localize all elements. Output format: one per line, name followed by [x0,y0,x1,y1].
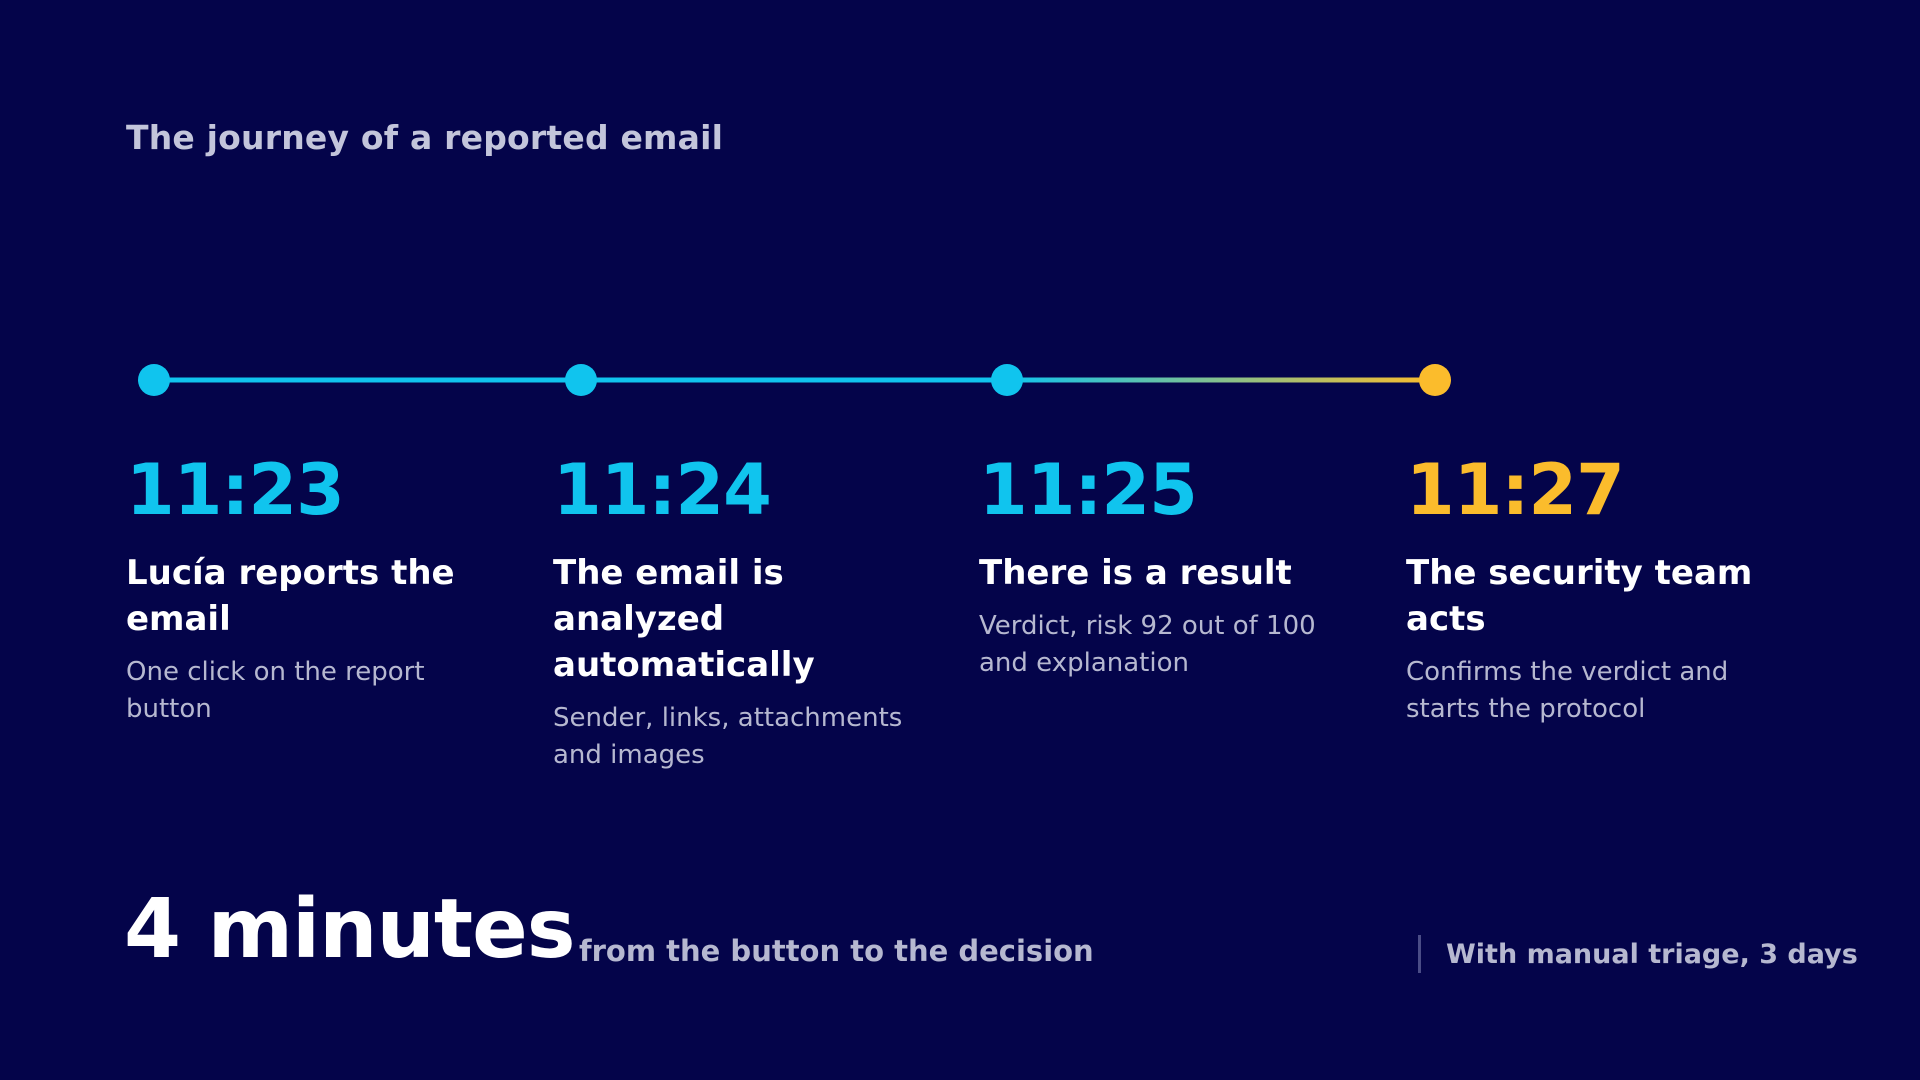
summary-figure: 4 minutes [124,882,576,977]
step-time: 11:23 [126,449,345,531]
slide-title: The journey of a reported email [126,118,724,157]
step-time: 11:27 [1406,449,1625,531]
summary-caption: from the button to the decision [579,934,1094,968]
comparison-divider [1418,935,1421,973]
step-heading: The email is analyzed automatically [553,553,815,685]
timeline-dot-3 [991,364,1023,396]
timeline-step-2: 11:24 The email is analyzed automaticall… [553,450,933,774]
timeline-segment-3 [1007,377,1435,383]
timeline-step-1: 11:23 Lucía reports the email One click … [126,450,506,728]
timeline-dot-1 [138,364,170,396]
timeline-dot-2 [565,364,597,396]
step-time: 11:24 [553,449,772,531]
step-heading: The security team acts [1406,553,1753,639]
step-description: Sender, links, attachments and images [553,703,903,770]
comparison-note: With manual triage, 3 days [1418,934,1858,974]
step-description: Verdict, risk 92 out of 100 and explanat… [979,611,1316,678]
step-description: Confirms the verdict and starts the prot… [1406,657,1729,724]
step-time: 11:25 [979,449,1198,531]
comparison-text: With manual triage, 3 days [1446,938,1858,970]
timeline-step-4: 11:27 The security team acts Confirms th… [1406,450,1786,728]
step-heading: There is a result [979,553,1292,593]
step-heading: Lucía reports the email [126,553,455,639]
step-description: One click on the report button [126,657,425,724]
timeline-step-3: 11:25 There is a result Verdict, risk 92… [979,450,1359,682]
timeline-dot-4 [1419,364,1451,396]
